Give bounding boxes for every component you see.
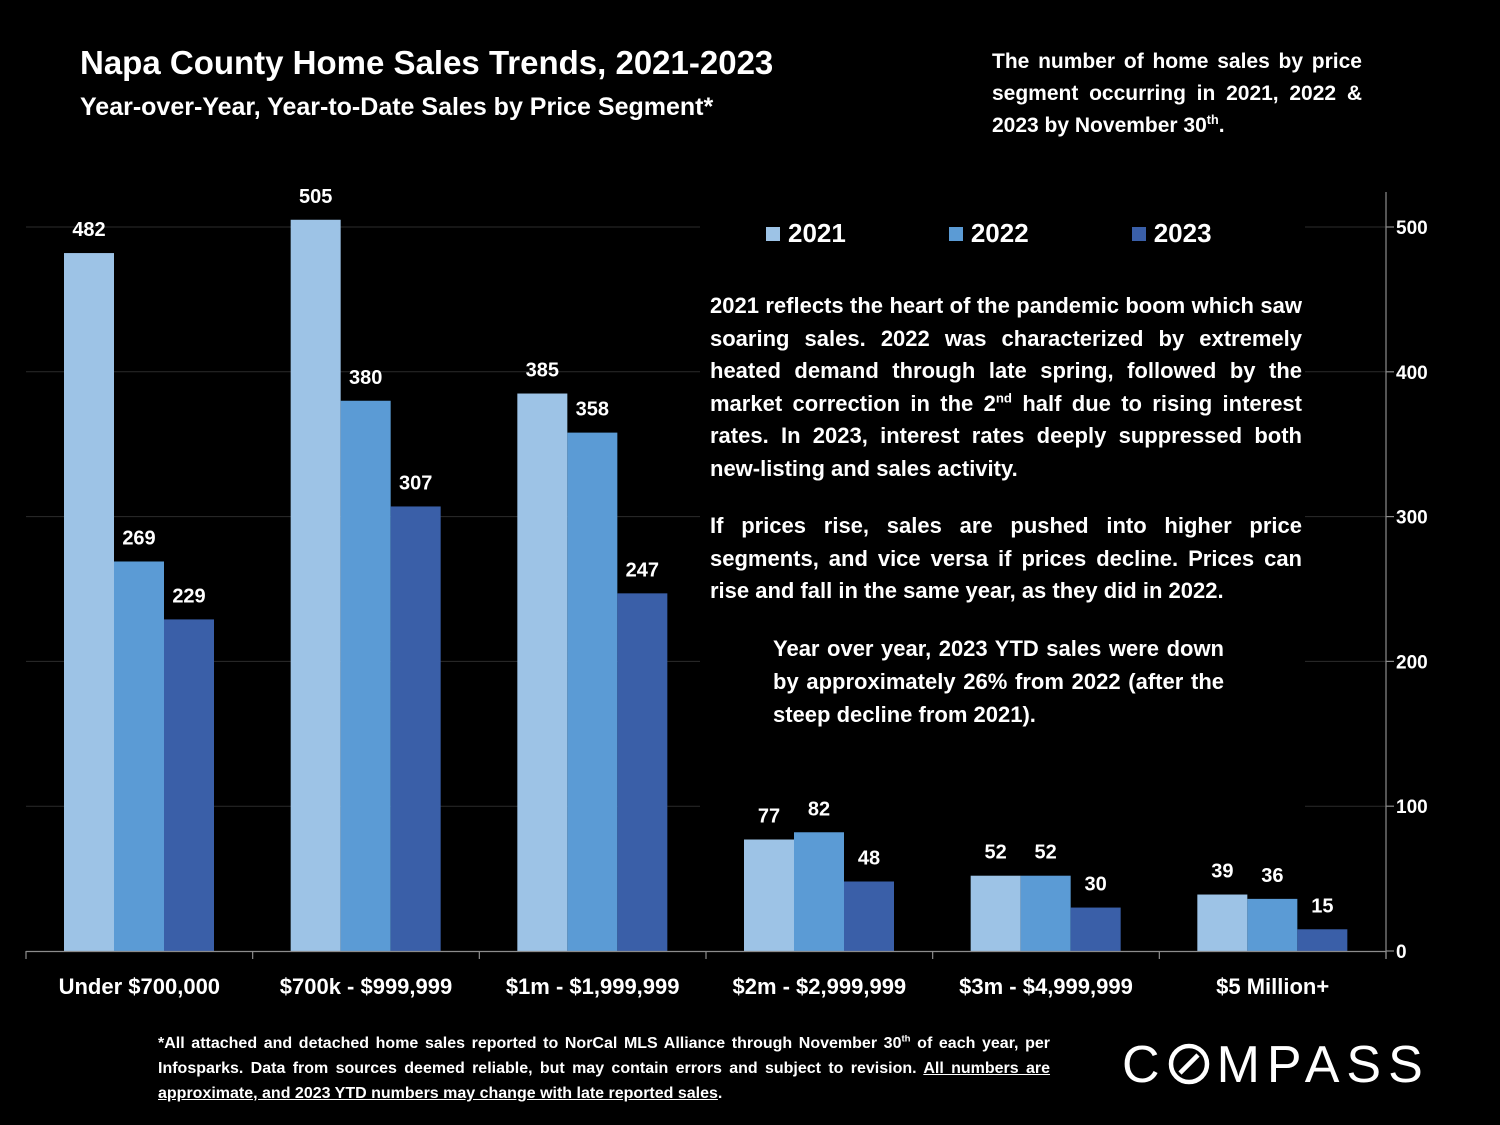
data-label-2022-3: 82 <box>808 798 830 820</box>
footnote-end: . <box>717 1085 723 1102</box>
legend-swatch-2023 <box>1131 226 1146 241</box>
legend-swatch-2021 <box>766 226 780 241</box>
y-tick-label-400: 400 <box>1396 363 1428 384</box>
footnote-sup: th <box>901 1033 911 1045</box>
y-tick-label-0: 0 <box>1396 942 1407 963</box>
x-tick-label-0: Under $700,000 <box>59 974 220 999</box>
legend-label-2022: 2022 <box>970 218 1029 248</box>
data-label-2022-0: 269 <box>122 527 155 549</box>
bar-2022-3 <box>794 832 844 951</box>
footnote-underlined: All numbers are approximate, and 2023 YT… <box>158 1060 1051 1102</box>
logo-o-icon <box>1168 1044 1209 1085</box>
bar-2023-5 <box>1297 929 1348 951</box>
bar-2021-2 <box>517 393 568 951</box>
chart-title: Napa County Home Sales Trends, 2021-2023 <box>80 44 774 81</box>
legend-item-2021: 2021 <box>766 218 846 249</box>
y-tick-label-300: 300 <box>1396 508 1428 529</box>
data-label-2021-3: 77 <box>758 806 780 828</box>
data-label-2023-5: 15 <box>1311 895 1333 917</box>
compass-logo: C MPASS <box>1122 1035 1430 1095</box>
para1-text-b: half due to rising interest rates. In 20… <box>710 390 1302 481</box>
bar-2021-3 <box>744 839 794 951</box>
logo-letters-mpass: MPASS <box>1216 1036 1430 1094</box>
bar-2021-0 <box>64 253 114 952</box>
data-label-2023-3: 48 <box>858 847 880 869</box>
top-note-text: The number of home sales by price segmen… <box>992 50 1362 137</box>
bar-2023-0 <box>164 619 214 951</box>
legend-item-2023: 2023 <box>1131 218 1212 249</box>
bar-2022-1 <box>340 400 391 951</box>
y-tick-label-100: 100 <box>1396 797 1428 818</box>
data-label-2021-4: 52 <box>985 842 1007 864</box>
legend-swatch-2022 <box>948 226 963 241</box>
bar-2022-4 <box>1020 875 1071 951</box>
footnote-part2: of each year, per Infosparks. Data from … <box>158 1035 1051 1077</box>
x-tick-label-3: $2m - $2,999,999 <box>732 974 906 999</box>
bar-2021-1 <box>290 219 341 951</box>
para1-text-a: 2021 reflects the heart of the pandemic … <box>710 293 1302 416</box>
top-note: The number of home sales by price segmen… <box>992 46 1362 142</box>
logo-letter-c: C <box>1122 1036 1167 1094</box>
bar-2021-4 <box>970 875 1021 951</box>
bar-2023-2 <box>617 593 668 951</box>
data-label-2022-4: 52 <box>1035 842 1057 864</box>
data-label-2022-1: 380 <box>349 367 382 389</box>
y-tick-label-200: 200 <box>1396 652 1428 673</box>
data-label-2022-2: 358 <box>576 399 609 421</box>
bar-2022-5 <box>1247 898 1298 951</box>
commentary-paragraph-2: If prices rise, sales are pushed into hi… <box>710 513 1302 603</box>
x-tick-label-2: $1m - $1,999,999 <box>506 974 680 999</box>
legend-item-2022: 2022 <box>948 218 1029 249</box>
y-tick-label-500: 500 <box>1396 218 1428 239</box>
bar-2023-4 <box>1070 907 1121 951</box>
legend-label-2021: 2021 <box>788 218 846 248</box>
x-tick-label-5: $5 Million+ <box>1216 974 1329 999</box>
data-label-2023-4: 30 <box>1085 874 1107 896</box>
data-label-2021-0: 482 <box>72 219 105 241</box>
commentary-paragraph-1: 2021 reflects the heart of the pandemic … <box>710 290 1302 485</box>
data-label-2023-2: 247 <box>626 559 659 581</box>
data-label-2021-1: 505 <box>299 186 332 208</box>
legend-label-2023: 2023 <box>1153 218 1212 248</box>
top-note-end: . <box>1218 114 1225 137</box>
data-label-2023-1: 307 <box>399 472 432 494</box>
bar-2022-2 <box>567 432 618 952</box>
footnote-part1: *All attached and detached home sales re… <box>158 1035 902 1052</box>
bar-2021-5 <box>1197 894 1248 951</box>
bar-2022-0 <box>114 561 164 951</box>
footnote: *All attached and detached home sales re… <box>158 1031 1050 1106</box>
data-label-2022-5: 36 <box>1261 865 1283 887</box>
data-label-2021-5: 39 <box>1211 861 1233 883</box>
x-tick-label-1: $700k - $999,999 <box>280 974 453 999</box>
x-tick-label-4: $3m - $4,999,999 <box>959 974 1133 999</box>
para1-sup: nd <box>995 390 1012 406</box>
top-note-sup: th <box>1206 113 1219 127</box>
data-label-2021-2: 385 <box>526 360 559 382</box>
bar-2023-1 <box>390 506 441 951</box>
data-label-2023-0: 229 <box>172 585 205 607</box>
chart-legend: 2021 2022 2023 <box>766 218 1212 249</box>
bar-2023-3 <box>844 881 894 951</box>
chart-subtitle: Year-over-Year, Year-to-Date Sales by Pr… <box>80 93 714 121</box>
commentary-paragraph-3: Year over year, 2023 YTD sales were down… <box>773 636 1224 727</box>
